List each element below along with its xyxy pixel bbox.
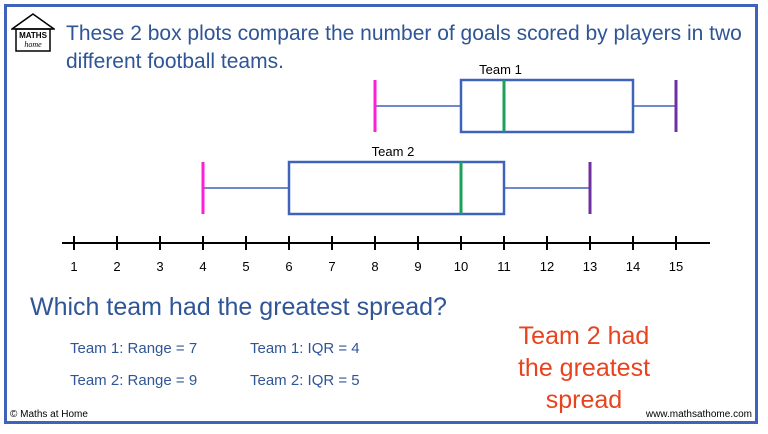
team2-iqr-text: Team 2: IQR = 5 <box>250 372 360 389</box>
logo-text-line1: MATHS <box>19 31 48 40</box>
page-title: These 2 box plots compare the number of … <box>66 22 742 73</box>
footer-website: www.mathsathome.com <box>645 409 752 420</box>
team1-iqr-text: Team 1: IQR = 4 <box>250 340 360 357</box>
axis-tick-label: 15 <box>669 259 683 274</box>
footer-copyright: © Maths at Home <box>10 409 88 420</box>
question-text: Which team had the greatest spread? <box>30 293 447 321</box>
axis-tick-label: 2 <box>113 259 120 274</box>
axis-tick-label: 6 <box>285 259 292 274</box>
axis-tick-label: 11 <box>497 259 511 274</box>
axis-tick-label: 8 <box>371 259 378 274</box>
maths-at-home-logo: MATHS home <box>11 13 55 52</box>
axis-tick-label: 14 <box>626 259 640 274</box>
axis-tick-label: 4 <box>199 259 206 274</box>
answer-line-1: Team 2 had <box>518 322 650 350</box>
axis-tick-label: 9 <box>414 259 421 274</box>
axis-tick-label: 12 <box>540 259 554 274</box>
iqr-box <box>459 78 635 134</box>
answer-text: Team 2 had the greatest spread <box>494 320 674 416</box>
axis-tick-label: 3 <box>156 259 163 274</box>
team1-range-text: Team 1: Range = 7 <box>70 340 198 357</box>
axis-tick-label: 13 <box>583 259 597 274</box>
iqr-box <box>287 160 506 216</box>
axis-tick-label: 10 <box>454 259 468 274</box>
axis-tick-label: 5 <box>242 259 249 274</box>
team2-range-text: Team 2: Range = 9 <box>70 372 198 389</box>
axis-tick-label: 1 <box>70 259 77 274</box>
answer-line-3: spread <box>545 386 623 414</box>
logo-text-line2: home <box>24 40 42 49</box>
series-label: Team 2 <box>372 144 415 159</box>
series-label: Team 1 <box>479 62 522 77</box>
answer-line-2: the greatest <box>517 354 651 382</box>
axis-tick-label: 7 <box>328 259 335 274</box>
